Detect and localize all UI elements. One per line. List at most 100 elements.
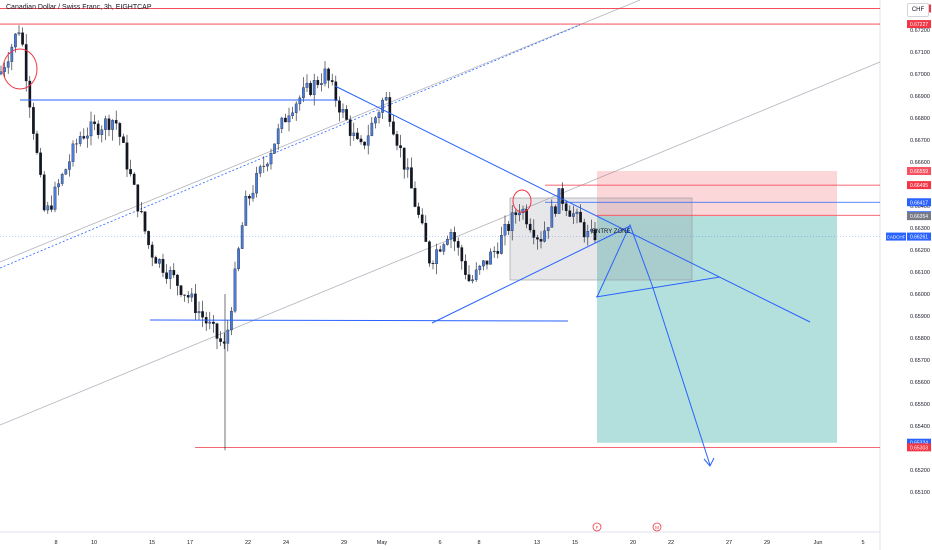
highlight-circle <box>512 189 532 213</box>
candle-body <box>136 184 140 212</box>
candle-body <box>276 128 280 145</box>
candle-body <box>208 321 212 324</box>
candle-body <box>363 141 366 146</box>
projection-path <box>596 223 711 466</box>
price-label-badge <box>907 198 931 207</box>
x-tick-label: Jun <box>814 540 823 546</box>
candle-body <box>402 147 406 170</box>
candle-body <box>374 117 377 124</box>
candle-body <box>39 152 42 175</box>
candle-body <box>255 173 258 194</box>
y-tick-label: 0.66900 <box>910 94 930 100</box>
candle-body <box>316 80 320 85</box>
price-label-text: 0.65303 <box>910 445 928 451</box>
y-tick-label: 0.66800 <box>910 116 930 122</box>
candle-body <box>456 241 460 248</box>
candle-body <box>132 173 136 185</box>
candle-body <box>237 248 240 270</box>
candle-body <box>78 136 82 144</box>
symbol-tag-countdown: 52:46 <box>913 241 925 246</box>
candle-body <box>320 83 323 85</box>
candle-body <box>446 238 449 245</box>
candle-body <box>312 80 316 96</box>
candle-body <box>6 61 10 68</box>
candle-body <box>539 238 543 242</box>
candle-body <box>521 209 525 214</box>
y-tick-label: 0.65900 <box>910 314 930 320</box>
candle-body <box>345 109 348 120</box>
candle-body <box>114 120 118 124</box>
candle-body <box>46 205 50 211</box>
y-tick-label: 0.65500 <box>910 402 930 408</box>
ascending-trendline <box>431 225 631 324</box>
take-profit-zone <box>597 216 837 443</box>
price-label-text: 0.66559 <box>910 169 928 175</box>
candle-body <box>496 250 500 254</box>
candle-body <box>273 143 276 154</box>
candle-body <box>96 123 100 135</box>
candle-body <box>478 265 482 271</box>
candle-body <box>176 274 179 286</box>
candle-body <box>575 211 579 214</box>
candle-body <box>122 136 125 143</box>
candle-body <box>500 235 503 254</box>
candle-body <box>298 97 302 105</box>
candle-body <box>172 270 176 276</box>
candle-body <box>309 82 312 96</box>
candle-body <box>294 103 298 113</box>
candle-body <box>554 206 557 214</box>
candle-body <box>467 274 471 282</box>
candle-body <box>399 145 402 149</box>
candle-body <box>82 136 86 139</box>
x-tick-label: 29 <box>341 540 347 546</box>
candle-body <box>0 71 3 75</box>
candle-body <box>222 341 226 344</box>
candle-body <box>489 251 492 265</box>
candle-body <box>60 174 64 184</box>
candle-body <box>550 206 554 228</box>
candle-body <box>118 123 122 137</box>
candle-body <box>525 209 528 225</box>
projection-arrowhead <box>703 457 715 467</box>
candle-body <box>532 229 536 238</box>
candle-body <box>71 143 75 162</box>
currency-button[interactable]: CHF <box>907 3 929 17</box>
price-label-badge <box>907 20 931 29</box>
candle-body <box>431 263 435 265</box>
candle-body <box>150 244 154 258</box>
candle-body <box>10 46 14 62</box>
candle-body <box>460 247 464 262</box>
candle-body <box>514 212 518 216</box>
candle-body <box>384 97 388 101</box>
candle-body <box>388 97 392 122</box>
candle-body <box>334 81 338 101</box>
price-label-text: 0.66417 <box>910 200 928 206</box>
candle-body <box>269 153 273 165</box>
candle-body <box>503 224 507 236</box>
candle-body <box>586 231 590 238</box>
price-label-badge <box>907 167 931 176</box>
candle-body <box>510 212 514 231</box>
candle-body <box>3 67 6 72</box>
candle-body <box>395 134 399 146</box>
candle-body <box>518 212 521 216</box>
descending-trendline <box>334 85 811 323</box>
candle-body <box>474 269 478 280</box>
y-tick-label: 0.65800 <box>910 336 930 342</box>
channel-lower-line <box>0 61 881 426</box>
x-tick-label: 8 <box>54 540 57 546</box>
candle-body <box>161 259 165 273</box>
candle-body <box>579 211 582 223</box>
candle-body <box>21 32 24 45</box>
y-tick-label: 0.66400 <box>910 204 930 210</box>
price-label-badge <box>907 232 931 241</box>
candle-body <box>64 169 68 175</box>
candle-body <box>233 268 237 312</box>
candle-body <box>53 186 57 210</box>
x-tick-label: 22 <box>668 540 674 546</box>
x-tick-label: 15 <box>572 540 578 546</box>
candle-body <box>291 112 294 116</box>
price-label-badge <box>907 181 931 190</box>
